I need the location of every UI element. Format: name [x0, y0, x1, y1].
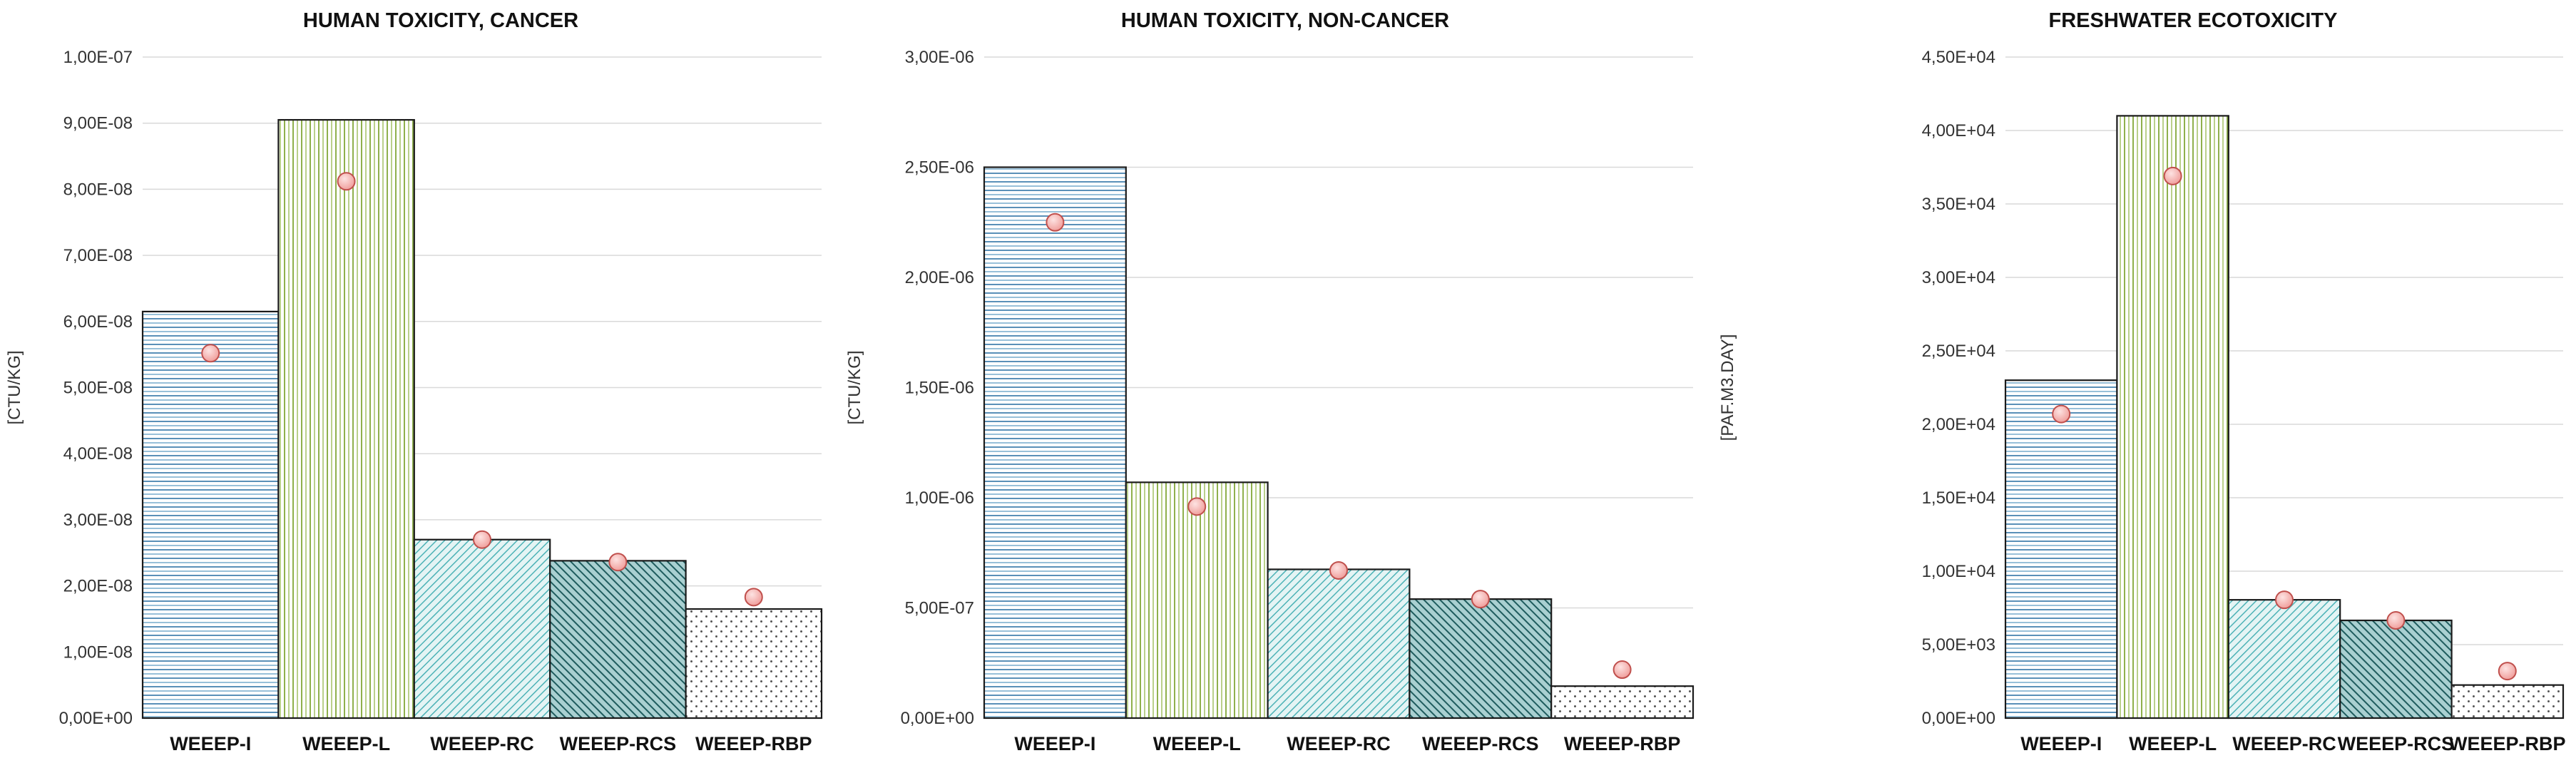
bar-weeep-l: [277, 118, 415, 720]
bar-weeep-rbp: [1550, 685, 1695, 720]
y-tick-label: 4,00E-08: [63, 444, 133, 464]
x-category-label: WEEEP-RBP: [2449, 733, 2566, 754]
x-category-label: WEEEP-I: [2020, 733, 2102, 754]
bar-weeep-rcs: [549, 560, 687, 720]
chart-panel-3: FRESHWATER ECOTOXICITY 0,00E+00 5,00E+03 1,…: [1718, 9, 2566, 754]
bar-weeep-l: [1125, 481, 1269, 720]
y-tick-label: 0,00E+00: [59, 709, 133, 728]
x-category-label: WEEEP-RBP: [1564, 733, 1681, 754]
x-category-label: WEEEP-RC: [430, 733, 534, 754]
bar-weeep-rc: [2227, 599, 2341, 720]
y-tick-label: 2,00E-06: [905, 268, 974, 287]
chart-panel-1: HUMAN TOXICITY, CANCER 0,00E+00 1,00E-08 2,…: [5, 9, 823, 754]
marker-weeep-rc: [2275, 590, 2294, 610]
marker-weeep-rbp: [2498, 662, 2517, 681]
bar-weeep-i: [2004, 379, 2118, 720]
marker-weeep-rcs: [1471, 590, 1490, 609]
x-category-label: WEEEP-RC: [2232, 733, 2336, 754]
marker-weeep-i: [201, 344, 220, 363]
x-category-label: WEEEP-RCS: [2338, 733, 2455, 754]
marker-weeep-l: [2163, 166, 2182, 185]
y-tick-label: 1,00E-07: [63, 48, 133, 67]
y-tick-label: 3,00E+04: [1922, 268, 1995, 287]
x-category-label: WEEEP-L: [1153, 733, 1241, 754]
chart-title: HUMAN TOXICITY, NON-CANCER: [1121, 9, 1449, 32]
marker-weeep-rcs: [608, 553, 628, 572]
y-tick-label: 2,00E+04: [1922, 415, 1995, 434]
y-tick-label: 5,00E+03: [1922, 635, 1995, 655]
y-tick-label: 2,00E-08: [63, 577, 133, 596]
bar-weeep-rbp: [685, 608, 823, 720]
y-tick-label: 0,00E+00: [1922, 709, 1995, 728]
y-tick-label: 6,00E-08: [63, 312, 133, 332]
x-category-label: WEEEP-L: [302, 733, 390, 754]
bar-weeep-i: [141, 310, 280, 720]
marker-weeep-rc: [473, 530, 491, 549]
x-category-label: WEEEP-I: [170, 733, 251, 754]
y-tick-label: 4,50E+04: [1922, 48, 1995, 67]
marker-weeep-l: [337, 172, 356, 191]
y-tick-label: 2,50E-06: [905, 158, 974, 178]
y-axis-label: [CTU/KG]: [845, 350, 864, 424]
x-category-label: WEEEP-L: [2129, 733, 2217, 754]
marker-weeep-l: [1187, 497, 1207, 516]
x-category-label: WEEEP-RC: [1287, 733, 1391, 754]
y-tick-label: 5,00E-08: [63, 379, 133, 398]
bar-weeep-l: [2116, 115, 2229, 720]
y-tick-label: 4,00E+04: [1922, 121, 1995, 140]
marker-weeep-rcs: [2386, 611, 2406, 630]
y-tick-label: 8,00E-08: [63, 180, 133, 199]
bar-weeep-rcs: [2339, 619, 2453, 720]
x-category-label: WEEEP-RCS: [560, 733, 677, 754]
chart-title: HUMAN TOXICITY, CANCER: [303, 9, 578, 32]
bar-weeep-rc: [1267, 568, 1411, 720]
x-category-label: WEEEP-I: [1014, 733, 1095, 754]
marker-weeep-i: [1046, 213, 1065, 232]
x-category-label: WEEEP-RCS: [1422, 733, 1539, 754]
y-tick-label: 3,00E-08: [63, 511, 133, 530]
marker-weeep-rbp: [744, 588, 763, 607]
marker-weeep-rbp: [1612, 660, 1632, 680]
y-tick-label: 5,00E-07: [905, 599, 974, 618]
bar-weeep-i: [983, 166, 1127, 720]
y-tick-label: 1,00E-06: [905, 488, 974, 508]
y-tick-label: 1,00E+04: [1922, 562, 1995, 581]
y-tick-label: 1,00E-08: [63, 642, 133, 662]
y-tick-label: 1,50E-06: [905, 379, 974, 398]
marker-weeep-i: [2052, 404, 2071, 424]
chart-title: FRESHWATER ECOTOXICITY: [2049, 9, 2338, 32]
bar-weeep-rbp: [2450, 684, 2565, 720]
y-axis-label: [PAF.M3.DAY]: [1718, 334, 1737, 441]
y-tick-label: 7,00E-08: [63, 246, 133, 265]
chart-panel-2: HUMAN TOXICITY, NON-CANCER 0,00E+00 5,00E-…: [845, 9, 1695, 754]
marker-weeep-rc: [1329, 560, 1348, 580]
y-tick-label: 3,50E+04: [1922, 195, 1995, 214]
x-category-label: WEEEP-RBP: [695, 733, 812, 754]
y-tick-label: 1,50E+04: [1922, 488, 1995, 508]
y-tick-label: 9,00E-08: [63, 114, 133, 133]
y-tick-label: 0,00E+00: [901, 709, 974, 728]
y-tick-label: 2,50E+04: [1922, 342, 1995, 361]
y-axis-label: [CTU/KG]: [5, 350, 24, 424]
bar-weeep-rcs: [1409, 598, 1553, 720]
y-tick-label: 3,00E-06: [905, 48, 974, 67]
bar-weeep-rc: [413, 538, 551, 720]
